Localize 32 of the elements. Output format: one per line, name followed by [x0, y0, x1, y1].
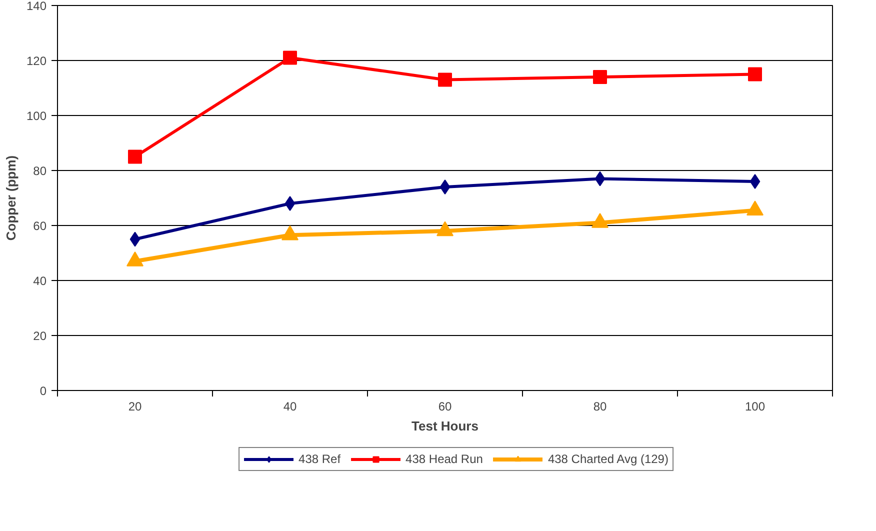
y-axis-title: Copper (ppm) [3, 155, 18, 241]
point [748, 67, 762, 82]
y-tick-label: 80 [33, 164, 47, 178]
legend-label: 438 Charted Avg (129) [548, 452, 668, 466]
point [592, 213, 608, 228]
x-tick-label: 40 [283, 400, 297, 414]
x-tick-label: 60 [438, 400, 452, 414]
y-tick-label: 40 [33, 274, 47, 288]
x-tick-label: 80 [593, 400, 607, 414]
point [284, 196, 296, 211]
point [440, 180, 450, 194]
point [436, 221, 454, 236]
y-tick-label: 120 [26, 54, 47, 68]
y-tick-label: 140 [26, 0, 47, 13]
y-tick-label: 100 [26, 109, 47, 123]
point [594, 171, 606, 186]
point [438, 72, 452, 87]
y-tick-label: 60 [33, 219, 47, 233]
point [126, 252, 144, 266]
legend-label: 438 Ref [298, 452, 341, 466]
y-tick-label: 0 [40, 384, 47, 398]
legend-label: 438 Head Run [406, 452, 483, 466]
x-tick-label: 100 [744, 400, 766, 414]
point [746, 200, 764, 216]
point [593, 70, 607, 84]
point [282, 225, 298, 240]
point [283, 50, 297, 65]
x-axis-title: Test Hours [412, 418, 478, 434]
point [128, 150, 142, 164]
x-tick-label: 20 [128, 400, 142, 414]
y-tick-label: 20 [33, 329, 47, 343]
point [750, 174, 760, 189]
